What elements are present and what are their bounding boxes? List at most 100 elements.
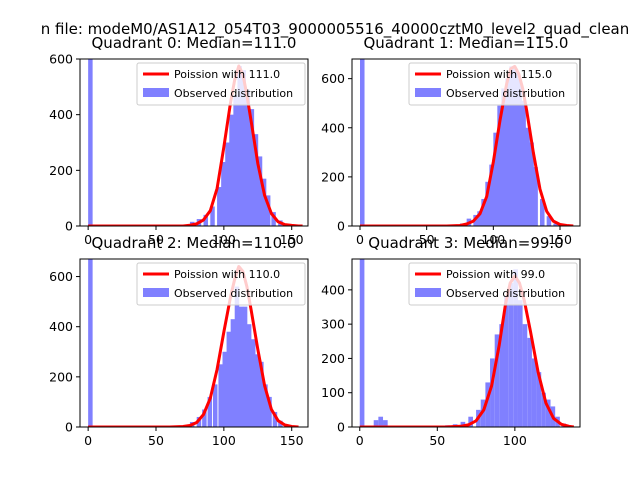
x-tick-label: 100 xyxy=(212,232,236,247)
histogram-bar xyxy=(494,334,500,427)
histogram-bar xyxy=(490,358,495,427)
histogram-bar xyxy=(265,195,271,226)
panel-title: Quadrant 3: Median=99.0 xyxy=(368,234,563,252)
y-tick-label: 400 xyxy=(49,319,73,334)
legend-label-poisson: Poission with 110.0 xyxy=(174,268,280,281)
x-tick-label: 0 xyxy=(84,433,92,448)
histogram-bar xyxy=(230,319,236,427)
histogram-bar xyxy=(513,269,518,427)
legend-label-poisson: Poission with 115.0 xyxy=(446,68,552,81)
x-tick-label: 150 xyxy=(280,232,304,247)
histogram-bar xyxy=(259,361,264,427)
histogram-bar xyxy=(525,127,530,226)
histogram-bar xyxy=(272,411,278,427)
figure-title: n file: modeM0/AS1A12_054T03_9000005516_… xyxy=(41,20,630,39)
legend-box xyxy=(136,62,306,106)
histogram-bar xyxy=(499,324,504,427)
histogram-bar xyxy=(222,351,227,427)
histogram-bar xyxy=(529,142,534,226)
histogram-bar xyxy=(497,105,502,226)
axes-frame xyxy=(351,258,581,428)
histogram-bar xyxy=(522,324,528,427)
histogram-bar xyxy=(203,214,208,226)
histogram-bar xyxy=(541,392,546,427)
plot-area xyxy=(360,59,574,226)
y-tick-label: 600 xyxy=(49,52,73,67)
legend-label-poisson: Poission with 99.0 xyxy=(446,268,545,281)
y-tick-label: 200 xyxy=(49,163,73,178)
histogram-bar xyxy=(245,89,251,226)
histogram-bar xyxy=(261,178,267,226)
x-tick-label: 100 xyxy=(481,232,505,247)
histogram-bar xyxy=(533,167,538,226)
x-tick-label: 150 xyxy=(548,232,572,247)
histogram-bar xyxy=(508,283,514,427)
histogram-bar xyxy=(468,416,473,427)
x-tick-label: 100 xyxy=(212,433,236,448)
histogram-bar xyxy=(267,396,272,427)
histogram-bar xyxy=(485,382,491,427)
histogram-bar xyxy=(249,109,255,226)
legend-label-observed: Observed distribution xyxy=(446,287,565,300)
x-tick-label: 0 xyxy=(356,232,364,247)
axes-frame xyxy=(79,58,309,227)
histogram-bar xyxy=(213,384,218,427)
chart-panel-0: 0 50 100 150 0 200 400 600 Quadrant 0: Median=11… xyxy=(49,34,309,247)
y-tick-label: 0 xyxy=(65,420,73,435)
legend-hist-swatch xyxy=(143,88,169,97)
y-tick-label: 200 xyxy=(321,351,345,366)
axes-frame xyxy=(351,58,581,227)
y-tick-label: 200 xyxy=(321,169,345,184)
histogram-bar xyxy=(226,331,232,427)
histogram-bar xyxy=(546,216,552,226)
y-tick-label: 600 xyxy=(321,71,345,86)
histogram-bar xyxy=(263,384,268,427)
y-tick-label: 0 xyxy=(337,420,345,435)
y-tick-label: 300 xyxy=(321,317,345,332)
histogram-bar xyxy=(251,339,256,427)
histogram-bar xyxy=(493,132,498,226)
histogram-bar xyxy=(527,337,532,427)
x-tick-label: 50 xyxy=(148,232,164,247)
histogram-bar xyxy=(360,59,365,226)
histogram-bar xyxy=(378,416,384,427)
histogram-bar xyxy=(233,95,238,226)
y-tick-label: 100 xyxy=(321,385,345,400)
histogram-bar xyxy=(246,324,252,427)
histogram-bar xyxy=(359,259,365,427)
legend-label-poisson: Poission with 111.0 xyxy=(174,68,280,81)
histogram-bar xyxy=(225,142,230,226)
histogram-bar xyxy=(238,306,244,427)
y-tick-label: 0 xyxy=(65,219,73,234)
histogram-bar xyxy=(521,100,526,226)
histogram-bar xyxy=(229,114,234,226)
histogram-bar xyxy=(504,296,509,427)
legend-label-observed: Observed distribution xyxy=(446,87,565,100)
legend-label-observed: Observed distribution xyxy=(174,87,293,100)
histogram-bar xyxy=(217,187,222,226)
histogram-bar xyxy=(536,372,542,427)
chart-panel-2: 0 50 100 150 0 200 400 600 Quadrant 2: Median=11… xyxy=(49,234,309,448)
histogram-bar xyxy=(540,198,545,226)
x-tick-label: 150 xyxy=(280,433,304,448)
panel-title: Quadrant 2: Median=110.0 xyxy=(92,234,297,252)
plot-area xyxy=(359,259,575,427)
histogram-bar xyxy=(485,181,490,226)
histogram-bar xyxy=(513,68,518,226)
y-tick-label: 400 xyxy=(49,107,73,122)
histogram-bar xyxy=(501,88,506,226)
histogram-bar xyxy=(88,59,93,226)
histogram-bar xyxy=(271,212,276,226)
histogram-bar xyxy=(257,156,263,226)
histogram-bar xyxy=(221,161,226,226)
histogram-bar xyxy=(531,358,537,427)
x-tick-label: 50 xyxy=(419,232,435,247)
y-tick-label: 400 xyxy=(321,282,345,297)
histogram-bar xyxy=(218,364,223,427)
legend-hist-swatch xyxy=(143,288,169,297)
histogram-bar xyxy=(207,396,213,427)
histogram-bar xyxy=(253,134,259,226)
histogram-bar xyxy=(242,306,248,427)
y-tick-label: 400 xyxy=(321,120,345,135)
